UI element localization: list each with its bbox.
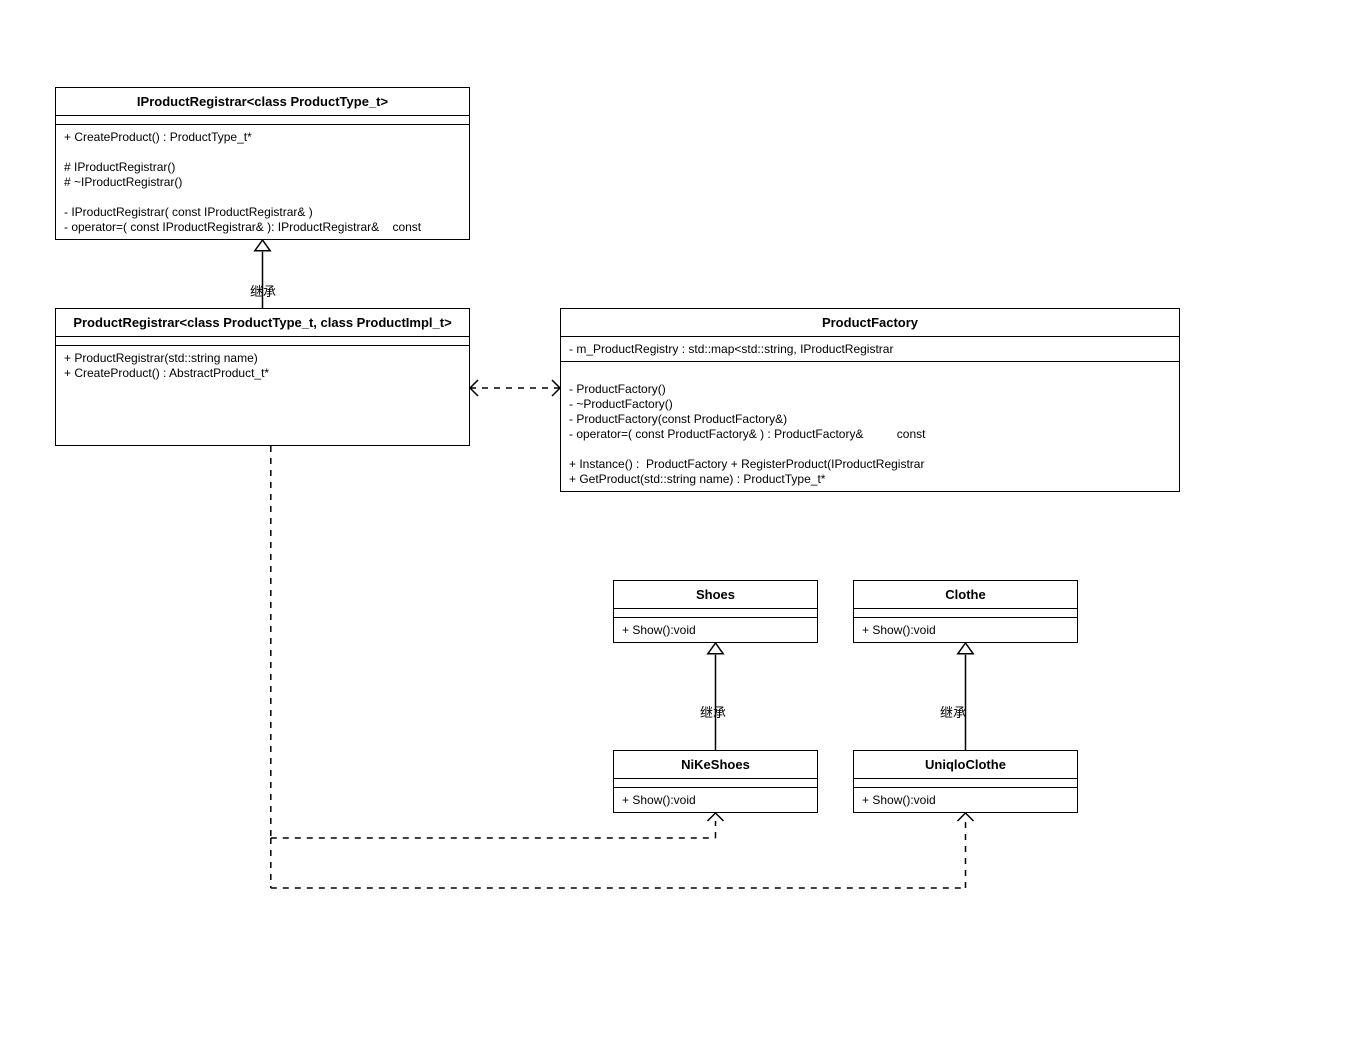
class-product-registrar: ProductRegistrar<class ProductType_t, cl…: [55, 308, 470, 446]
class-uniqlo-clothe: UniqloClothe + Show():void: [853, 750, 1078, 813]
inherit-label-1: 继承: [250, 281, 276, 300]
class-nike-shoes: NiKeShoes + Show():void: [613, 750, 818, 813]
class-member-line: # ~IProductRegistrar(): [64, 175, 461, 189]
class-member-line: - ProductFactory(): [569, 382, 1171, 396]
class-member-line: - m_ProductRegistry : std::map<std::stri…: [569, 342, 1171, 356]
class-member-line: + Show():void: [622, 793, 809, 807]
class-member-line: - operator=( const ProductFactory& ) : P…: [569, 427, 1171, 441]
class-methods: + CreateProduct() : ProductType_t* # IPr…: [56, 125, 469, 239]
class-methods: - ProductFactory()- ~ProductFactory()- P…: [561, 362, 1179, 491]
class-member-line: + CreateProduct() : ProductType_t*: [64, 130, 461, 144]
class-title: ProductFactory: [561, 309, 1179, 337]
class-empty-section: [854, 609, 1077, 618]
inherit-label-2: 继承: [700, 702, 726, 721]
class-member-line: - IProductRegistrar( const IProductRegis…: [64, 205, 461, 219]
class-member-line: + GetProduct(std::string name) : Product…: [569, 472, 1171, 486]
class-methods: + Show():void: [854, 618, 1077, 642]
class-member-line: [64, 426, 461, 440]
class-member-line: + Show():void: [862, 793, 1069, 807]
class-empty-section: [614, 779, 817, 788]
class-title: NiKeShoes: [614, 751, 817, 779]
class-title: UniqloClothe: [854, 751, 1077, 779]
class-member-line: + CreateProduct() : AbstractProduct_t*: [64, 366, 461, 380]
class-methods: + Show():void: [614, 618, 817, 642]
class-member-line: [64, 411, 461, 425]
class-member-line: - ProductFactory(const ProductFactory&): [569, 412, 1171, 426]
class-title: ProductRegistrar<class ProductType_t, cl…: [56, 309, 469, 337]
class-title: Clothe: [854, 581, 1077, 609]
class-member-line: + Show():void: [862, 623, 1069, 637]
class-member-line: [64, 190, 461, 204]
class-member-line: [64, 381, 461, 395]
class-member-line: [64, 145, 461, 159]
class-member-line: + Show():void: [622, 623, 809, 637]
class-member-line: # IProductRegistrar(): [64, 160, 461, 174]
class-empty-section: [56, 337, 469, 346]
class-empty-section: [854, 779, 1077, 788]
class-member-line: - operator=( const IProductRegistrar& ):…: [64, 220, 461, 234]
class-member-line: - ~ProductFactory(): [569, 397, 1171, 411]
class-empty-section: [614, 609, 817, 618]
class-methods: + Show():void: [614, 788, 817, 812]
class-clothe: Clothe + Show():void: [853, 580, 1078, 643]
class-iproduct-registrar: IProductRegistrar<class ProductType_t> +…: [55, 87, 470, 240]
class-shoes: Shoes + Show():void: [613, 580, 818, 643]
class-methods: + Show():void: [854, 788, 1077, 812]
class-member-line: [64, 396, 461, 410]
class-member-line: [569, 442, 1171, 456]
class-empty-section: [56, 116, 469, 125]
class-member-line: + ProductRegistrar(std::string name): [64, 351, 461, 365]
class-member-line: [569, 367, 1171, 381]
class-product-factory: ProductFactory - m_ProductRegistry : std…: [560, 308, 1180, 492]
class-title: Shoes: [614, 581, 817, 609]
class-member-line: + Instance() : ProductFactory + Register…: [569, 457, 1171, 471]
inherit-label-3: 继承: [940, 702, 966, 721]
class-title: IProductRegistrar<class ProductType_t>: [56, 88, 469, 116]
class-attributes: - m_ProductRegistry : std::map<std::stri…: [561, 337, 1179, 362]
class-methods: + ProductRegistrar(std::string name)+ Cr…: [56, 346, 469, 445]
